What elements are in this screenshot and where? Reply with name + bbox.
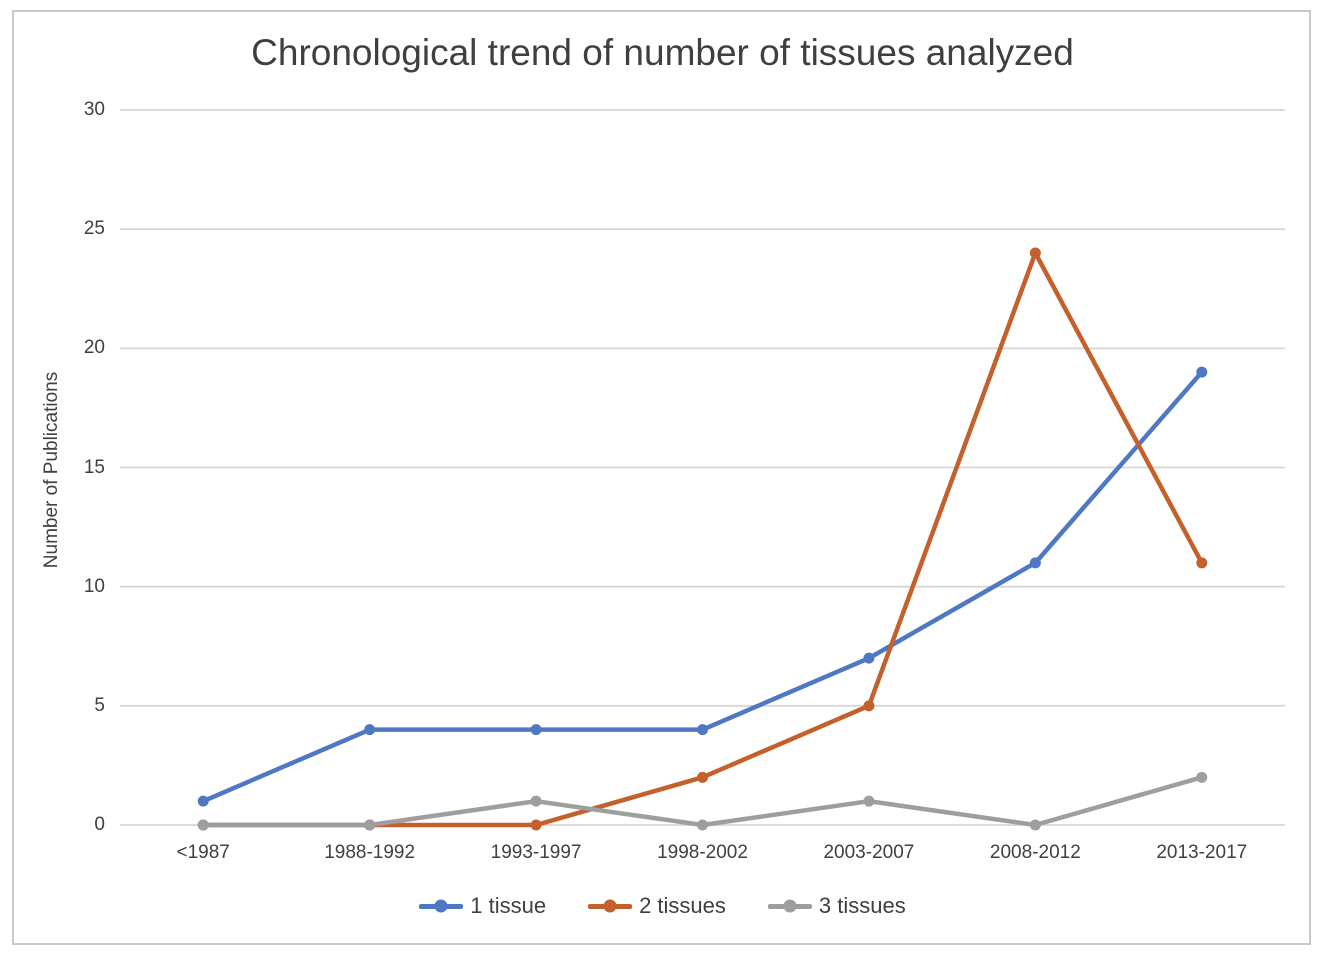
x-tick-label: 2003-2007 [823, 842, 915, 863]
data-point-1-tissue-2013-2017 [1196, 366, 1208, 378]
data-point-3-tissues-2003-2007 [863, 795, 875, 807]
data-point-2-tissues-1998-2002 [697, 771, 708, 783]
x-tick-label: 2008-2012 [989, 842, 1081, 863]
y-tick-label: 15 [83, 456, 105, 478]
data-point-2-tissues-2003-2007 [863, 700, 875, 712]
data-point-2-tissues-2008-2012 [1029, 247, 1041, 259]
data-point-3-tissues-2013-2017 [1196, 771, 1208, 783]
legend-line-marker-icon [588, 899, 633, 913]
x-tick-label: 1993-1997 [490, 842, 582, 863]
y-tick-label: 5 [94, 694, 105, 716]
x-tick-label: <1987 [176, 842, 230, 863]
data-point-1-tissue-2003-2007 [863, 652, 875, 664]
legend-dot-icon [783, 899, 797, 913]
data-point-1-tissue-1988-1992 [364, 724, 376, 736]
y-tick-label: 25 [83, 218, 105, 240]
y-tick-label: 30 [83, 99, 105, 120]
legend-label: 2 tissues [639, 893, 726, 918]
data-point-3-tissues-1988-1992 [364, 819, 376, 831]
y-tick-label: 0 [94, 814, 105, 835]
legend-line-marker-icon [419, 899, 464, 913]
data-point-3-tissues-2008-2012 [1029, 819, 1041, 831]
data-point-1-tissue-<1987 [197, 795, 209, 807]
x-tick-label: 1998-2002 [657, 842, 748, 863]
data-point-2-tissues-2013-2017 [1196, 557, 1208, 569]
x-tick-label: 1988-1992 [324, 842, 416, 863]
series-line-3-tissues [200, 775, 1205, 828]
data-point-3-tissues-1993-1997 [530, 795, 542, 807]
data-point-1-tissue-1998-2002 [697, 724, 708, 736]
y-tick-label: 10 [83, 575, 105, 597]
legend-label: 1 tissue [470, 893, 547, 918]
data-point-2-tissues-1993-1997 [530, 819, 542, 831]
data-point-1-tissue-1993-1997 [530, 724, 542, 736]
legend-label: 3 tissues [818, 893, 906, 918]
legend-line-marker-icon [767, 899, 812, 913]
data-point-3-tissues-1998-2002 [697, 819, 708, 831]
data-point-1-tissue-2008-2012 [1029, 557, 1041, 569]
x-tick-label: 2013-2017 [1156, 842, 1248, 863]
chart-title: Chronological trend of number of tissues… [251, 32, 1074, 73]
legend-item-1-tissue: 1 tissue [419, 893, 546, 919]
y-tick-label: 20 [83, 337, 105, 359]
legend-item-3-tissues: 3 tissues [767, 893, 906, 919]
data-point-3-tissues-<1987 [197, 819, 209, 831]
legend-item-2-tissues: 2 tissues [588, 893, 726, 919]
chart-legend: 1 tissue 2 tissues 3 tissues [0, 893, 1325, 919]
legend-dot-icon [434, 899, 448, 913]
legend-dot-icon [603, 899, 617, 913]
